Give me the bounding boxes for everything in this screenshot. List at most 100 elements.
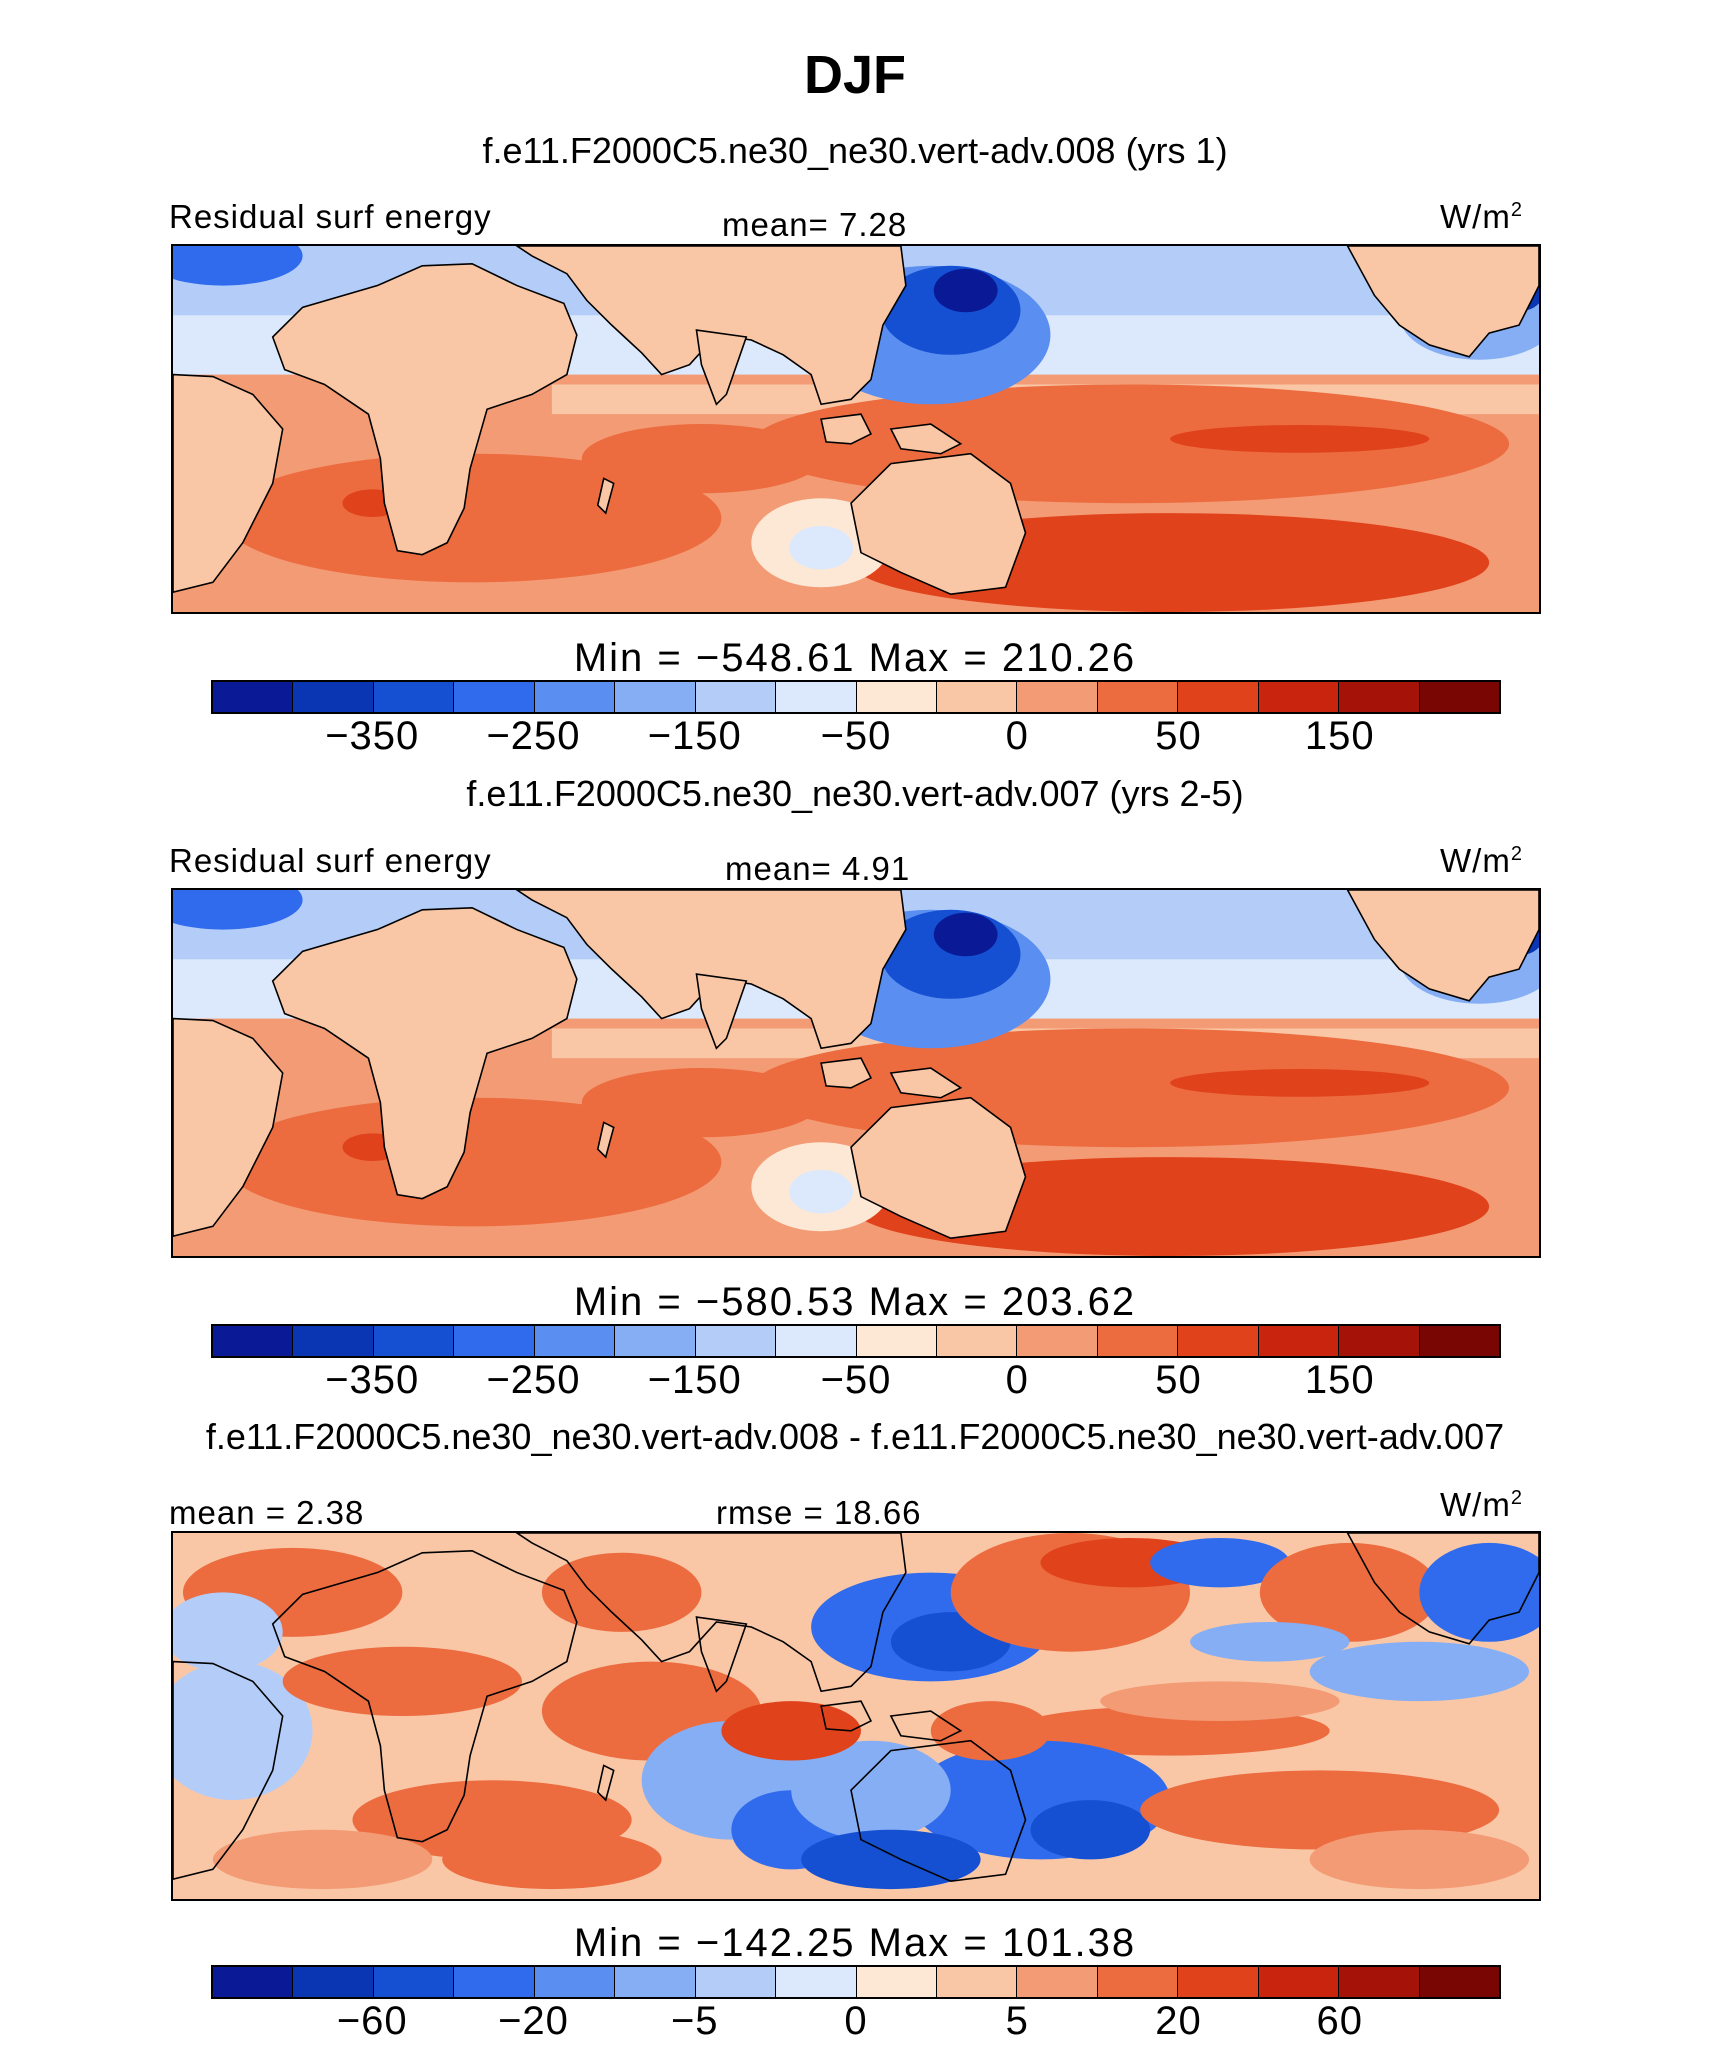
colorbar-swatch	[534, 1967, 616, 1997]
difference-anomaly-26	[212, 1829, 433, 1890]
colorbar-swatch	[293, 1967, 374, 1997]
colorbar-swatch	[213, 682, 294, 712]
difference-anomaly-3	[282, 1646, 522, 1716]
colorbar-swatch	[695, 1967, 777, 1997]
colorbar-swatch	[454, 682, 535, 712]
colorbar-swatch	[1339, 682, 1420, 712]
colorbar-tick-label: −350	[325, 714, 420, 758]
colorbar-tick-label: −50	[820, 1358, 892, 1402]
colorbar-tick-label: 50	[1155, 1358, 1202, 1402]
map-canvas	[173, 246, 1539, 612]
pacific-hotspot	[1170, 425, 1430, 453]
south-america-outline	[173, 1017, 284, 1238]
asia-outline	[515, 890, 907, 1050]
panel-3-rmse-label: rmse = 18.66	[716, 1494, 922, 1531]
panel-2-units: W/m2	[1440, 842, 1523, 879]
colorbar-swatch	[1178, 682, 1259, 712]
north-america-outline	[1346, 890, 1539, 1002]
colorbar-swatch	[1419, 1967, 1499, 1997]
figure-title: DJF	[803, 45, 906, 105]
colorbar-swatch	[936, 1967, 1018, 1997]
pacific-hotspot	[1170, 1069, 1430, 1097]
difference-anomaly-5	[541, 1552, 702, 1632]
colorbar-swatch	[1097, 1967, 1179, 1997]
colorbar-swatch	[1258, 1967, 1340, 1997]
colorbar-swatch	[1097, 682, 1179, 712]
madagascar-outline	[596, 1764, 615, 1802]
colorbar-tick-label: 50	[1155, 714, 1202, 758]
colorbar-swatch	[373, 1326, 455, 1356]
australia-outline	[850, 452, 1027, 596]
madagascar-outline	[596, 1121, 615, 1159]
colorbar-swatch	[856, 682, 937, 712]
colorbar-swatch	[454, 1326, 535, 1356]
colorbar-swatch	[373, 1967, 455, 1997]
colorbar-swatch	[534, 1326, 616, 1356]
india-outline	[695, 329, 748, 406]
panel-1-map	[171, 244, 1541, 614]
panel-2-run-title: f.e11.F2000C5.ne30_ne30.vert-adv.007 (yr…	[466, 773, 1244, 814]
colorbar-swatch	[615, 682, 696, 712]
south-atlantic-warm	[222, 453, 722, 583]
colorbar-swatch	[695, 682, 777, 712]
difference-anomaly-2	[173, 1661, 313, 1801]
panel-3-colorbar-ticks: −60 −20 −5 0 5 20 60	[211, 1999, 1501, 2043]
difference-anomaly-17	[1100, 1681, 1340, 1721]
colorbar-swatch	[1017, 1326, 1098, 1356]
colorbar-swatch	[1017, 682, 1098, 712]
maritime-continent-outline	[820, 413, 963, 455]
cool-anomaly-core	[789, 525, 854, 570]
difference-anomaly-13	[1150, 1537, 1290, 1588]
south-america-outline	[173, 1660, 284, 1881]
panel-2-mean-label: mean= 4.91	[725, 850, 911, 887]
asia-outline	[515, 246, 907, 406]
panel-1-minmax: Min = −548.61 Max = 210.26	[573, 636, 1137, 680]
africa-outline	[271, 263, 578, 556]
difference-anomaly-20	[1030, 1800, 1151, 1860]
panel-2-map	[171, 888, 1541, 1258]
colorbar-swatch	[776, 1326, 857, 1356]
colorbar-tick-label: −150	[647, 714, 742, 758]
colorbar-swatch	[373, 682, 455, 712]
panel-3-units: W/m2	[1440, 1486, 1523, 1523]
colorbar-swatch	[534, 682, 616, 712]
panel-1-colorbar-ticks: −350 −250 −150 −50 0 50 150	[211, 714, 1501, 758]
difference-anomaly-22	[1309, 1829, 1530, 1890]
colorbar-swatch	[776, 1967, 857, 1997]
colorbar-tick-label: 0	[1005, 1358, 1029, 1402]
colorbar-swatch	[1419, 1326, 1499, 1356]
madagascar-outline	[596, 477, 615, 515]
difference-anomaly-18	[1309, 1641, 1530, 1702]
panel-3-run-title: f.e11.F2000C5.ne30_ne30.vert-adv.008 - f…	[205, 1416, 1505, 1457]
difference-anomaly-23	[791, 1740, 951, 1840]
south-atlantic-warm	[222, 1097, 722, 1227]
colorbar-swatch	[1097, 1326, 1179, 1356]
kuroshio-min	[933, 268, 998, 313]
atlantic-north-cold	[173, 890, 303, 930]
colorbar-tick-label: −60	[336, 1999, 408, 2043]
panel-3-colorbar	[211, 1965, 1501, 1999]
kuroshio-min	[933, 912, 998, 957]
australia-outline	[850, 1739, 1027, 1883]
difference-anomaly-21	[1140, 1770, 1500, 1850]
colorbar-tick-label: −20	[498, 1999, 569, 2043]
colorbar-tick-label: 0	[844, 1999, 868, 2043]
panel-2-colorbar	[211, 1324, 1501, 1358]
colorbar-tick-label: 5	[1005, 1999, 1029, 2043]
difference-anomaly-30	[930, 1701, 1051, 1761]
difference-anomaly-15	[1419, 1542, 1539, 1642]
cool-anomaly-core	[789, 1169, 854, 1214]
map-canvas	[173, 890, 1539, 1256]
north-america-outline	[1346, 1533, 1539, 1645]
colorbar-swatch	[293, 1326, 374, 1356]
colorbar-swatch	[213, 1967, 294, 1997]
colorbar-tick-label: 20	[1155, 1999, 1202, 2043]
colorbar-swatch	[213, 1326, 294, 1356]
north-america-outline	[1346, 246, 1539, 358]
colorbar-tick-label: 150	[1304, 714, 1375, 758]
colorbar-swatch	[936, 1326, 1018, 1356]
panel-1-colorbar	[211, 680, 1501, 714]
difference-anomaly-29	[1190, 1622, 1350, 1662]
africa-outline	[271, 907, 578, 1200]
difference-anomaly-27	[721, 1701, 861, 1761]
